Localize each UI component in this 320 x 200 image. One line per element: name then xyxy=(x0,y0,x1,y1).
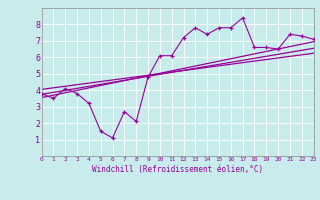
X-axis label: Windchill (Refroidissement éolien,°C): Windchill (Refroidissement éolien,°C) xyxy=(92,165,263,174)
